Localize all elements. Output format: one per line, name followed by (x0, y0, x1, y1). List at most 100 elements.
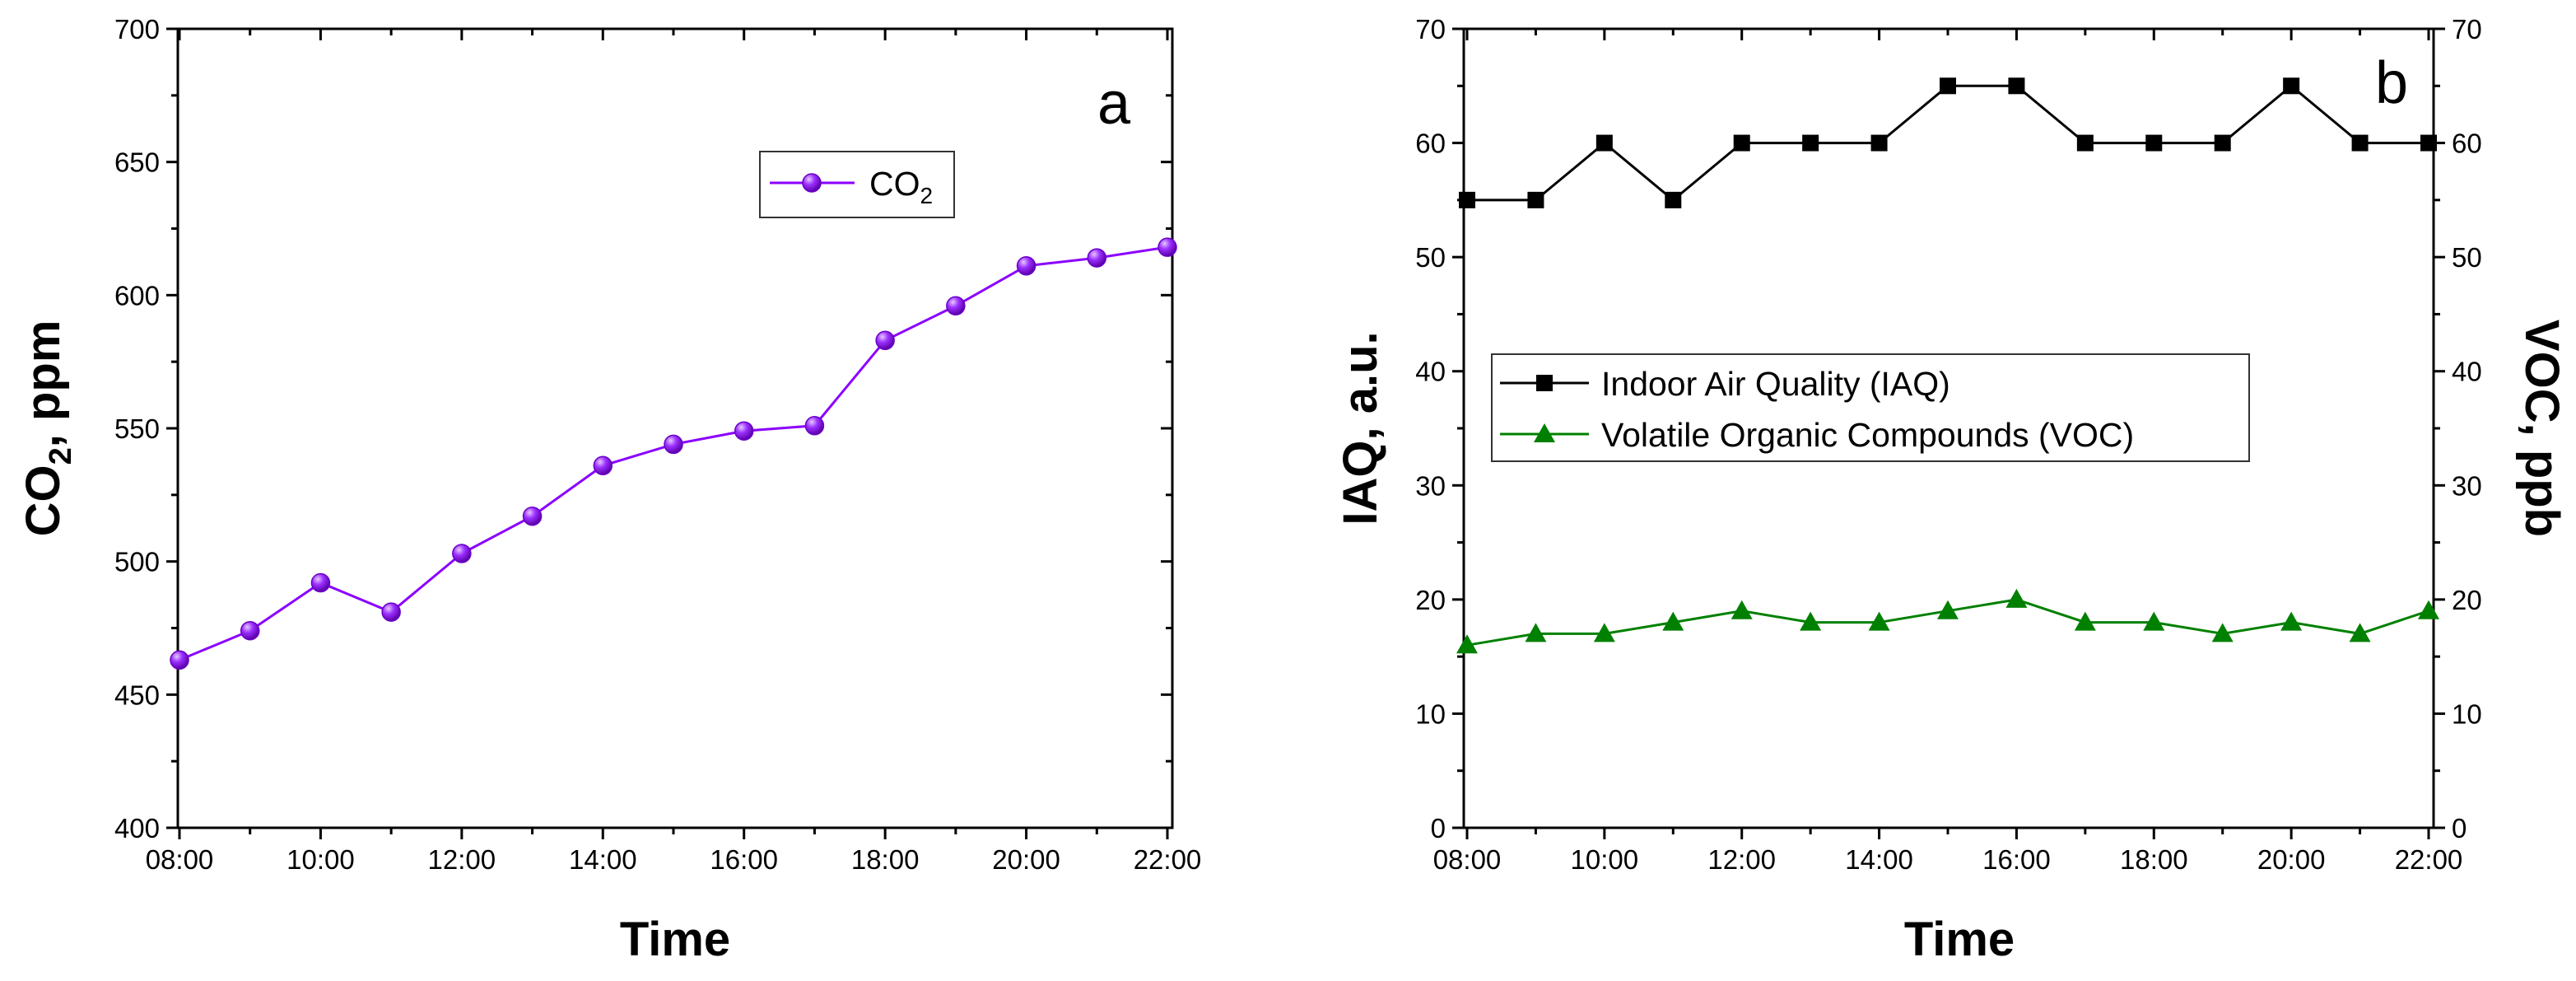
y-right-tick-label: 10 (2452, 698, 2482, 729)
data-point (1940, 77, 1956, 95)
chart-b-legend-voc-label: Volatile Organic Compounds (VOC) (1601, 416, 2134, 454)
chart-a-legend: CO2 (759, 151, 955, 218)
y-right-tick-label: 60 (2452, 128, 2482, 159)
chart-b-y-axis-left: 0 10 20 30 40 50 60 70 (1415, 14, 1464, 843)
data-point (875, 330, 895, 351)
x-tick-label: 08:00 (146, 844, 214, 875)
data-point (946, 296, 966, 316)
chart-b-legend-iaq-label: Indoor Air Quality (IAQ) (1601, 365, 1950, 403)
x-tick-label: 18:00 (2120, 844, 2188, 875)
y-tick-label: 650 (114, 147, 160, 178)
data-point (2351, 134, 2369, 152)
x-tick-label: 12:00 (1707, 844, 1776, 875)
x-tick-label: 16:00 (1982, 844, 2051, 875)
data-point (1525, 623, 1547, 642)
x-tick-label: 08:00 (1433, 844, 1502, 875)
data-point (2008, 77, 2025, 95)
chart-a-x-axis-title: Time (620, 913, 730, 966)
data-point (1158, 237, 1177, 257)
chart-b-x-axis: 08:00 10:00 12:00 14:00 16:00 18:00 20:00 22:00 (1433, 29, 2462, 875)
data-point (240, 620, 260, 641)
chart-a-x-axis: 08:00 10:00 12:00 14:00 16:00 18:00 20:00 22:00 (146, 29, 1202, 875)
data-point (1937, 600, 1959, 619)
data-point (1662, 611, 1684, 631)
data-point (1087, 248, 1107, 268)
chart-a-y-axis-title: CO2, ppm (16, 320, 78, 537)
chart-b-series (1456, 77, 2439, 654)
chart-a-panel-label: a (1097, 71, 1131, 137)
y-tick-label: 0 (1431, 813, 1446, 843)
data-point (522, 506, 543, 526)
chart-a-legend-box (759, 151, 955, 218)
data-point (1595, 134, 1613, 152)
y-right-tick-label: 40 (2452, 357, 2482, 387)
data-point (381, 602, 401, 622)
data-point (2283, 77, 2300, 95)
y-right-tick-label: 30 (2452, 470, 2482, 501)
data-point (2143, 611, 2165, 631)
y-right-tick-label: 20 (2452, 585, 2482, 615)
y-tick-label: 450 (114, 680, 160, 710)
data-point (170, 650, 189, 670)
data-point (734, 421, 754, 441)
y-tick-label: 700 (114, 14, 160, 44)
y-tick-label: 550 (114, 413, 160, 444)
data-point (2005, 588, 2028, 608)
x-tick-label: 12:00 (428, 844, 496, 875)
chart-b-legend: Indoor Air Quality (IAQ) Volatile Organi… (1491, 353, 2250, 462)
x-tick-label: 14:00 (569, 844, 637, 875)
chart-a-y-axis: 400 450 500 550 600 650 700 (114, 14, 1172, 843)
data-point (2076, 134, 2094, 152)
data-point (452, 544, 472, 563)
data-point (1593, 623, 1615, 642)
data-point (2214, 134, 2231, 152)
data-point (2145, 134, 2163, 152)
chart-a-y-title-rest: , ppm (16, 320, 70, 448)
y-tick-label: 50 (1415, 242, 1446, 273)
data-point (1665, 191, 1682, 208)
chart-b-legend-iaq-marker (1536, 375, 1553, 391)
y-right-tick-label: 50 (2452, 242, 2482, 273)
y-right-tick-label: 70 (2452, 14, 2482, 44)
chart-b-x-axis-title: Time (1904, 913, 2015, 966)
y-tick-label: 400 (114, 813, 160, 843)
chart-b-y-axis-right: 0 10 20 30 40 50 60 70 (2434, 14, 2482, 843)
chart-a-y-title-main: CO (16, 465, 70, 536)
data-point (2349, 623, 2371, 642)
x-tick-label: 22:00 (1134, 844, 1202, 875)
y-tick-label: 20 (1415, 585, 1446, 615)
x-tick-label: 20:00 (2257, 844, 2326, 875)
data-point (1802, 134, 1819, 152)
data-point (2211, 623, 2234, 642)
y-right-tick-label: 0 (2452, 813, 2467, 843)
data-point (1016, 256, 1036, 276)
data-point (1870, 134, 1888, 152)
data-point (804, 416, 825, 436)
data-point (1731, 600, 1753, 619)
data-point (2418, 600, 2439, 619)
chart-b-y-axis-title: IAQ, a.u. (1334, 331, 1387, 525)
chart-a-frame (176, 27, 1174, 829)
chart-a-y-title-sub: 2 (44, 447, 78, 465)
x-tick-label: 18:00 (851, 844, 920, 875)
data-point (2280, 611, 2303, 631)
chart-b-legend-box (1491, 353, 2250, 462)
x-tick-label: 10:00 (286, 844, 355, 875)
chart-b-y-axis-title-right: VOC, ppb (2515, 320, 2569, 537)
y-tick-label: 500 (114, 547, 160, 577)
data-point (1459, 191, 1475, 208)
x-tick-label: 16:00 (710, 844, 778, 875)
data-point (2420, 134, 2437, 152)
chart-a-legend-label: CO2 (869, 165, 933, 208)
data-point (1733, 134, 1750, 152)
data-point (1868, 611, 1890, 631)
chart-a-legend-marker (802, 173, 822, 193)
data-point (310, 572, 331, 593)
y-tick-label: 70 (1415, 14, 1446, 44)
chart-a-legend-label-main: CO (869, 165, 920, 203)
chart-b-panel-label: b (2375, 50, 2408, 116)
data-point (1800, 611, 1822, 631)
y-tick-label: 30 (1415, 470, 1446, 501)
chart-a: 400 450 500 550 600 650 700 08:00 10:00 12:00 14:… (16, 14, 1201, 966)
